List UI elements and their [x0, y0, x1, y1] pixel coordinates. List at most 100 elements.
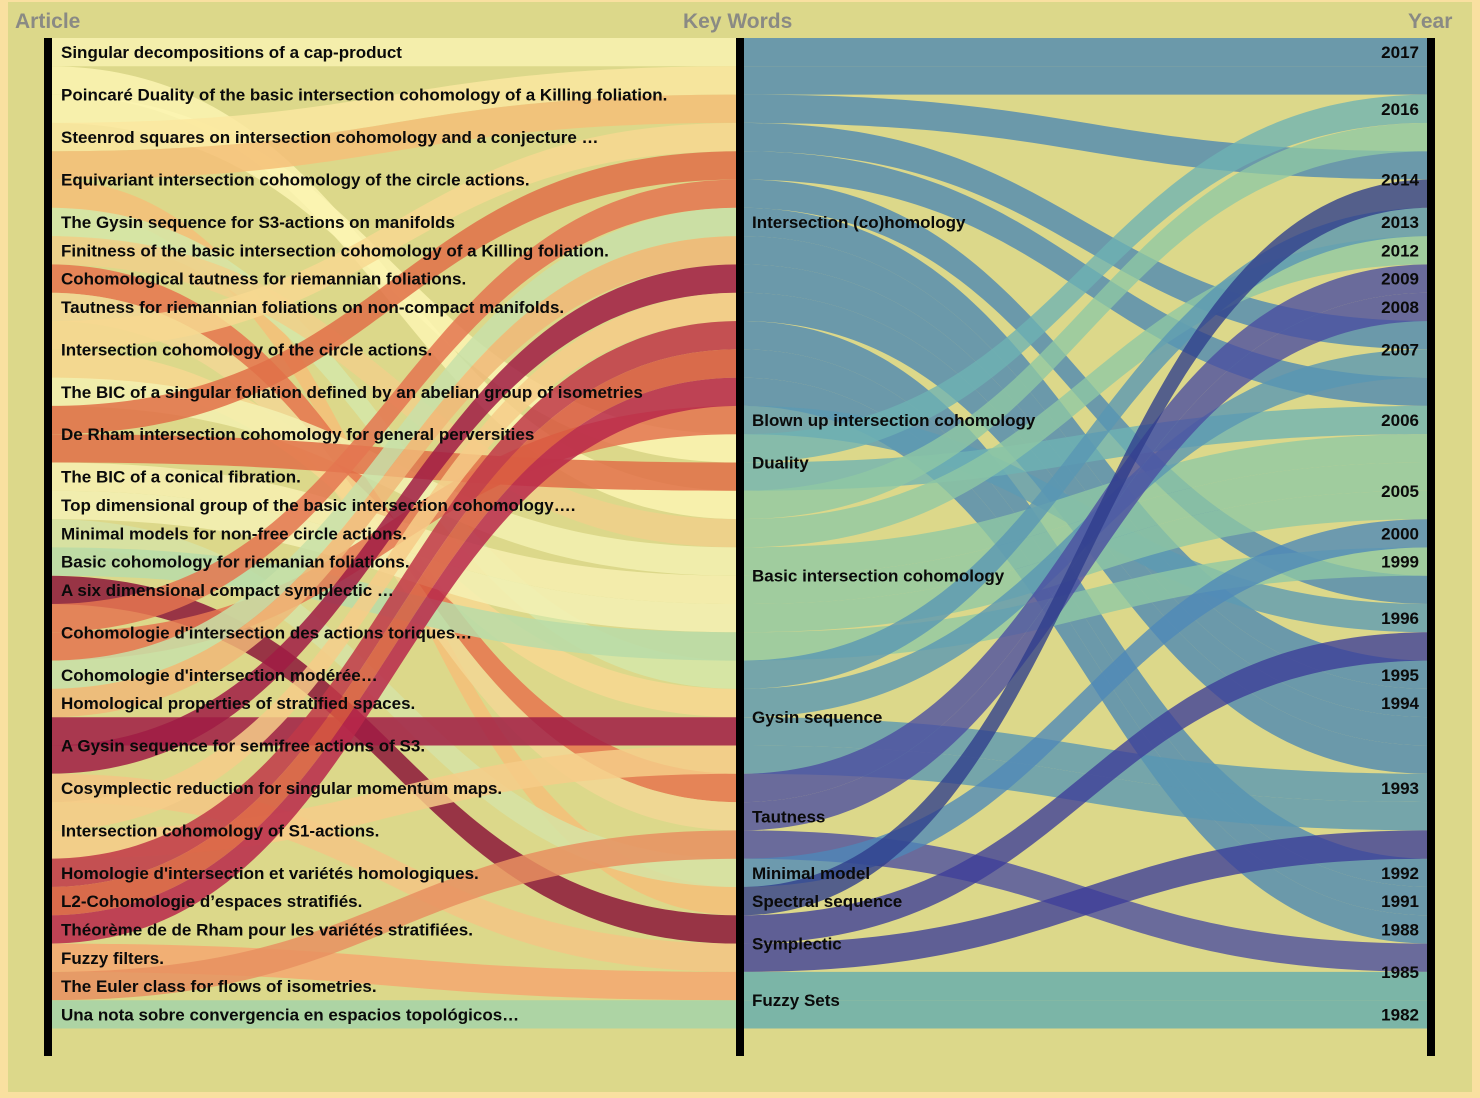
article-label: Poincaré Duality of the basic intersecti… — [61, 86, 667, 105]
keyword-label-intersection-co-homology: Intersection (co)homology — [752, 213, 966, 232]
link-the-euler-class-for-flows-of-i-to-tautness — [48, 830, 740, 1001]
link-symplectic-to-1996 — [740, 632, 1431, 944]
article-label: A six dimensional compact symplectic … — [61, 581, 394, 600]
keyword-label-symplectic: Symplectic — [752, 935, 842, 954]
article-label: Théorème de de Rham pour les variétés st… — [61, 920, 473, 939]
article-label: L2-Cohomologie d’espaces stratifiés. — [61, 892, 362, 911]
keyword-label-duality: Duality — [752, 454, 809, 473]
article-label: Equivariant intersection cohomology of t… — [61, 171, 530, 190]
link-gysin-sequence-to-2013 — [740, 207, 1431, 689]
year-label-1992: 1992 — [1381, 864, 1419, 883]
year-label-1993: 1993 — [1381, 779, 1419, 798]
link-minimal-model-to-2000 — [740, 519, 1431, 887]
keyword-label-fuzzy-sets: Fuzzy Sets — [752, 991, 840, 1010]
link-intersection-co-homology-to-1991 — [740, 349, 1431, 916]
article-label: Singular decompositions of a cap-product — [61, 43, 402, 62]
article-label: Cohomologie d'intersection modérée… — [61, 666, 378, 685]
keyword-label-blown-up-intersection-cohomology: Blown up intersection cohomology — [752, 411, 1036, 430]
article-axis — [44, 38, 52, 1056]
year-label-2013: 2013 — [1381, 213, 1419, 232]
year-label-2008: 2008 — [1381, 298, 1419, 317]
link-intersection-co-homology-to-1994 — [740, 236, 1431, 718]
link-homologie-d-intersection-et-va-to-intersection-co-homology — [48, 321, 740, 887]
link-intersection-cohomology-of-the-to-intersection-co-homology — [48, 122, 740, 350]
year-label-2017: 2017 — [1381, 43, 1419, 62]
year-label-1995: 1995 — [1381, 666, 1419, 685]
year-label-2012: 2012 — [1381, 241, 1419, 260]
link-intersection-co-homology-to-1988 — [740, 377, 1431, 944]
link-de-rham-intersection-cohomolog-to-intersection-co-homology — [48, 151, 740, 435]
article-label: Cohomologie d'intersection des actions t… — [61, 623, 472, 642]
link-poincar-duality-of-the-basic-i-to-duality — [48, 94, 740, 463]
node-labels: Singular decompositions of a cap-product… — [61, 43, 1420, 1024]
link-intersection-co-homology-to-2016 — [740, 66, 1431, 95]
year-label-1991: 1991 — [1381, 892, 1419, 911]
year-label-2007: 2007 — [1381, 340, 1419, 359]
article-label: Steenrod squares on intersection cohomol… — [61, 128, 599, 147]
keywords-column-header: Key Words — [683, 10, 793, 33]
article-keyword-links — [48, 38, 740, 1029]
link-spectral-sequence-to-2014 — [740, 179, 1431, 916]
link-steenrod-squares-on-intersecti-to-intersection-co-homology — [48, 66, 740, 152]
article-label: Finitness of the basic intersection coho… — [61, 241, 609, 260]
keyword-label-basic-intersection-cohomology: Basic intersection cohomology — [752, 567, 1005, 586]
year-label-2014: 2014 — [1381, 171, 1419, 190]
article-label: De Rham intersection cohomology for gene… — [61, 425, 534, 444]
year-label-1988: 1988 — [1381, 920, 1419, 939]
keyword-label-gysin-sequence: Gysin sequence — [752, 708, 882, 727]
year-column-header: Year — [1408, 10, 1453, 33]
link-cohomologie-d-intersection-des-to-intersection-co-homology — [48, 179, 740, 633]
link-symplectic-to-1993 — [740, 830, 1431, 972]
article-label: Basic cohomology for riemanian foliation… — [61, 553, 410, 572]
article-label: Top dimensional group of the basic inter… — [61, 496, 575, 515]
year-label-2000: 2000 — [1381, 524, 1419, 543]
article-label: The BIC of a conical fibration. — [61, 468, 301, 487]
keyword-year-links — [740, 38, 1431, 1029]
article-column-header: Article — [15, 10, 81, 33]
year-label-2005: 2005 — [1381, 482, 1419, 501]
year-label-1994: 1994 — [1381, 694, 1419, 713]
year-label-2009: 2009 — [1381, 270, 1419, 289]
year-axis — [1427, 38, 1435, 1056]
link-intersection-co-homology-to-2007 — [740, 122, 1431, 350]
link-cosymplectic-reduction-for-sin-to-symplectic — [48, 773, 740, 972]
article-label: The BIC of a singular foliation defined … — [61, 383, 643, 402]
article-label: Minimal models for non-free circle actio… — [61, 524, 407, 543]
link-singular-decompositions-of-a-c-to-intersection-co-homology — [48, 38, 740, 67]
link-basic-intersection-cohomology-to-2012 — [740, 236, 1431, 548]
year-label-1999: 1999 — [1381, 553, 1419, 572]
axes — [44, 38, 1435, 1056]
year-label-1982: 1982 — [1381, 1005, 1419, 1024]
article-label: Tautness for riemannian foliations on no… — [61, 298, 564, 317]
article-label: Intersection cohomology of the circle ac… — [61, 340, 432, 359]
article-label: Intersection cohomology of S1-actions. — [61, 821, 379, 840]
year-label-1996: 1996 — [1381, 609, 1419, 628]
link-a-gysin-sequence-for-semifree--to-intersection-co-homology — [48, 264, 740, 774]
article-label: Homologie d'intersection et variétés hom… — [61, 864, 479, 883]
keyword-label-minimal-model: Minimal model — [752, 864, 870, 883]
year-label-2006: 2006 — [1381, 411, 1419, 430]
keyword-label-spectral-sequence: Spectral sequence — [752, 892, 902, 911]
link-equivariant-intersection-cohom-to-intersection-co-homology — [48, 94, 740, 180]
article-label: Fuzzy filters. — [61, 949, 164, 968]
keyword-axis — [736, 38, 744, 1056]
link-basic-intersection-cohomology-to-2006 — [740, 434, 1431, 576]
link-intersection-co-homology-to-2017 — [740, 38, 1431, 67]
year-label-1985: 1985 — [1381, 963, 1419, 982]
link-fuzzy-sets-to-1982 — [740, 1000, 1431, 1029]
article-label: Homological properties of stratified spa… — [61, 694, 415, 713]
link-homological-properties-of-stra-to-intersection-co-homology — [48, 236, 740, 718]
link-una-nota-sobre-convergencia-en-to-fuzzy-sets — [48, 1000, 740, 1029]
link-l2-cohomologie-d-espaces-strat-to-intersection-co-homology — [48, 349, 740, 916]
link-th-or-me-de-de-rham-pour-les-v-to-intersection-co-homology — [48, 377, 740, 944]
article-label: Una nota sobre convergencia en espacios … — [61, 1005, 519, 1024]
article-label: A Gysin sequence for semifree actions of… — [61, 737, 425, 756]
keyword-label-tautness: Tautness — [752, 807, 825, 826]
article-label: The Euler class for flows of isometries. — [61, 977, 377, 996]
article-label: The Gysin sequence for S3-actions on man… — [61, 213, 455, 232]
link-fuzzy-sets-to-1985 — [740, 971, 1431, 1001]
link-intersection-cohomology-of-s1--to-intersection-co-homology — [48, 292, 740, 831]
article-label: Cosymplectic reduction for singular mome… — [61, 779, 502, 798]
link-cohomologie-d-intersection-mod-to-intersection-co-homology — [48, 207, 740, 689]
